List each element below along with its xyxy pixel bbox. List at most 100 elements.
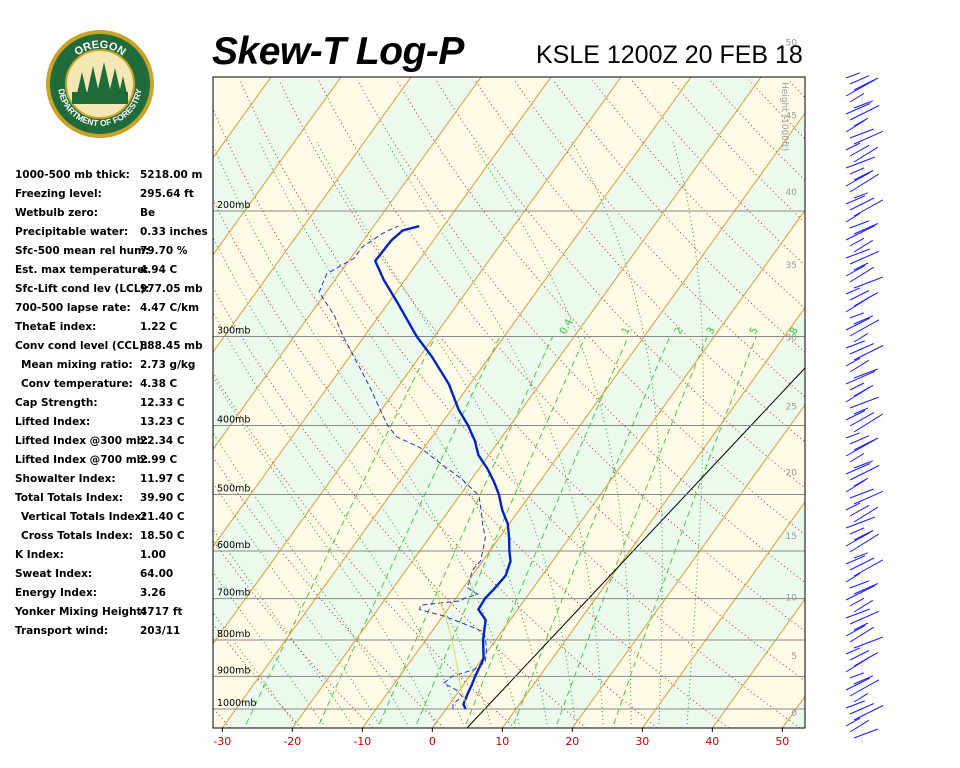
wind-barb (849, 557, 875, 571)
index-value: 0.33 inches (140, 226, 208, 238)
dry-adiabat (278, 79, 805, 682)
page-title: Skew-T Log-P (212, 30, 464, 73)
index-value: 2.99 C (140, 454, 178, 466)
wind-barb (849, 359, 870, 373)
x-tick-label: -10 (353, 735, 371, 748)
index-row: 700-500 lapse rate: 4.47 C/km (15, 300, 215, 319)
index-value: 5218.00 m (140, 169, 203, 181)
wind-barb (845, 572, 861, 583)
wind-barb (845, 463, 871, 475)
mixing-ratio-label: 8 (788, 326, 801, 337)
pressure-label: 500mb (217, 484, 250, 495)
dry-adiabat (213, 286, 587, 728)
wind-barb (853, 583, 879, 595)
wind-barb (849, 92, 865, 103)
wind-barb (845, 677, 871, 691)
height-tick-label: 15 (786, 532, 797, 542)
index-row: 1000-500 mb thick: 5218.00 m (15, 167, 215, 186)
wind-barb (849, 610, 880, 625)
isotherm (213, 77, 622, 645)
wind-barb (849, 173, 879, 193)
index-label: Freezing level: (15, 188, 102, 200)
wind-barbs (845, 72, 884, 739)
wind-barb (853, 407, 869, 415)
pressure-label: 900mb (217, 665, 250, 676)
isotherm (922, 77, 960, 728)
index-label: Conv cond level (CCL): (15, 340, 148, 352)
mixing-ratio-line (465, 336, 629, 725)
logo-trees (72, 62, 128, 104)
x-tick-label: 20 (565, 735, 579, 748)
sounding-indices-panel: 1000-500 mb thick: 5218.00 m Freezing leve… (15, 167, 215, 642)
wind-barb (849, 167, 865, 175)
wind-barb (853, 490, 884, 505)
pressure-label: 200mb (217, 200, 250, 211)
index-label: Cap Strength: (15, 397, 98, 409)
wind-barb (849, 533, 879, 553)
mixing-ratio-label: 5 (748, 326, 761, 337)
wind-barb (849, 679, 880, 697)
isotherm (431, 209, 805, 728)
isotherm (0, 77, 201, 728)
height-tick-label: 10 (786, 593, 798, 603)
wind-barb (853, 636, 883, 649)
index-row: Sfc-Lift cond lev (LCL): 977.05 mb (15, 281, 215, 300)
wind-barb (849, 597, 865, 607)
wind-barb (845, 142, 861, 151)
temperature-band (0, 77, 201, 728)
index-row: Energy Index: 3.26 (15, 585, 215, 604)
isotherm (213, 77, 342, 256)
wind-barb (849, 488, 874, 499)
x-tick-label: 50 (775, 735, 789, 748)
wind-barb (849, 105, 880, 121)
wind-barb (849, 626, 875, 643)
height-tick-label: 45 (786, 112, 797, 122)
wind-barb (845, 624, 866, 637)
wind-barb (845, 653, 875, 673)
height-tick-label: 50 (786, 38, 798, 48)
wind-barb (845, 479, 866, 493)
mixing-ratio-label: 2 (673, 326, 686, 337)
wind-barb (845, 357, 861, 367)
dry-adiabat (828, 80, 960, 728)
index-label: Sfc-500 mean rel hum: (15, 245, 150, 257)
index-value: 295.64 ft (140, 188, 194, 200)
index-value: 3.26 (140, 587, 166, 599)
isotherm (361, 112, 805, 728)
index-value: 11.97 C (140, 473, 185, 485)
isotherm (571, 403, 805, 728)
index-value: 203/11 (140, 625, 181, 637)
pressure-label: 700mb (217, 588, 250, 599)
index-row: Cross Totals Index: 18.50 C (15, 528, 215, 547)
isotherm (501, 306, 805, 728)
wind-barb (853, 413, 883, 433)
pressure-label: 600mb (217, 540, 250, 551)
isotherm (291, 77, 762, 728)
wind-barb (853, 315, 874, 325)
wind-barb (849, 319, 880, 337)
oregon-forestry-logo: OREGON DEPARTMENT OF FORESTRY (46, 30, 154, 138)
parcel-path (436, 587, 469, 709)
temperature-band (0, 77, 131, 728)
mixing-ratio-line (318, 336, 501, 725)
wind-barb (845, 79, 876, 97)
wind-barb (845, 516, 875, 529)
wind-barb (845, 432, 861, 439)
index-row: Precipitable water: 0.33 inches (15, 224, 215, 243)
x-tick-label: 30 (635, 735, 649, 748)
wind-barb (853, 146, 879, 163)
wind-barb (849, 75, 870, 85)
index-value: 22.34 C (140, 435, 185, 447)
mixing-ratio-line (416, 336, 586, 725)
index-row: Sweat Index: 64.00 (15, 566, 215, 585)
wind-barb (849, 250, 880, 265)
wind-barb (849, 128, 874, 139)
index-label: Lifted Index @300 mb: (15, 435, 149, 447)
wind-barb (845, 195, 866, 205)
pressure-label: 400mb (217, 414, 250, 425)
wind-barb (853, 276, 883, 289)
wind-barb (845, 502, 861, 511)
wind-barb (853, 675, 874, 685)
index-value: 4.94 C (140, 264, 178, 276)
index-value: 1.00 (140, 549, 166, 561)
